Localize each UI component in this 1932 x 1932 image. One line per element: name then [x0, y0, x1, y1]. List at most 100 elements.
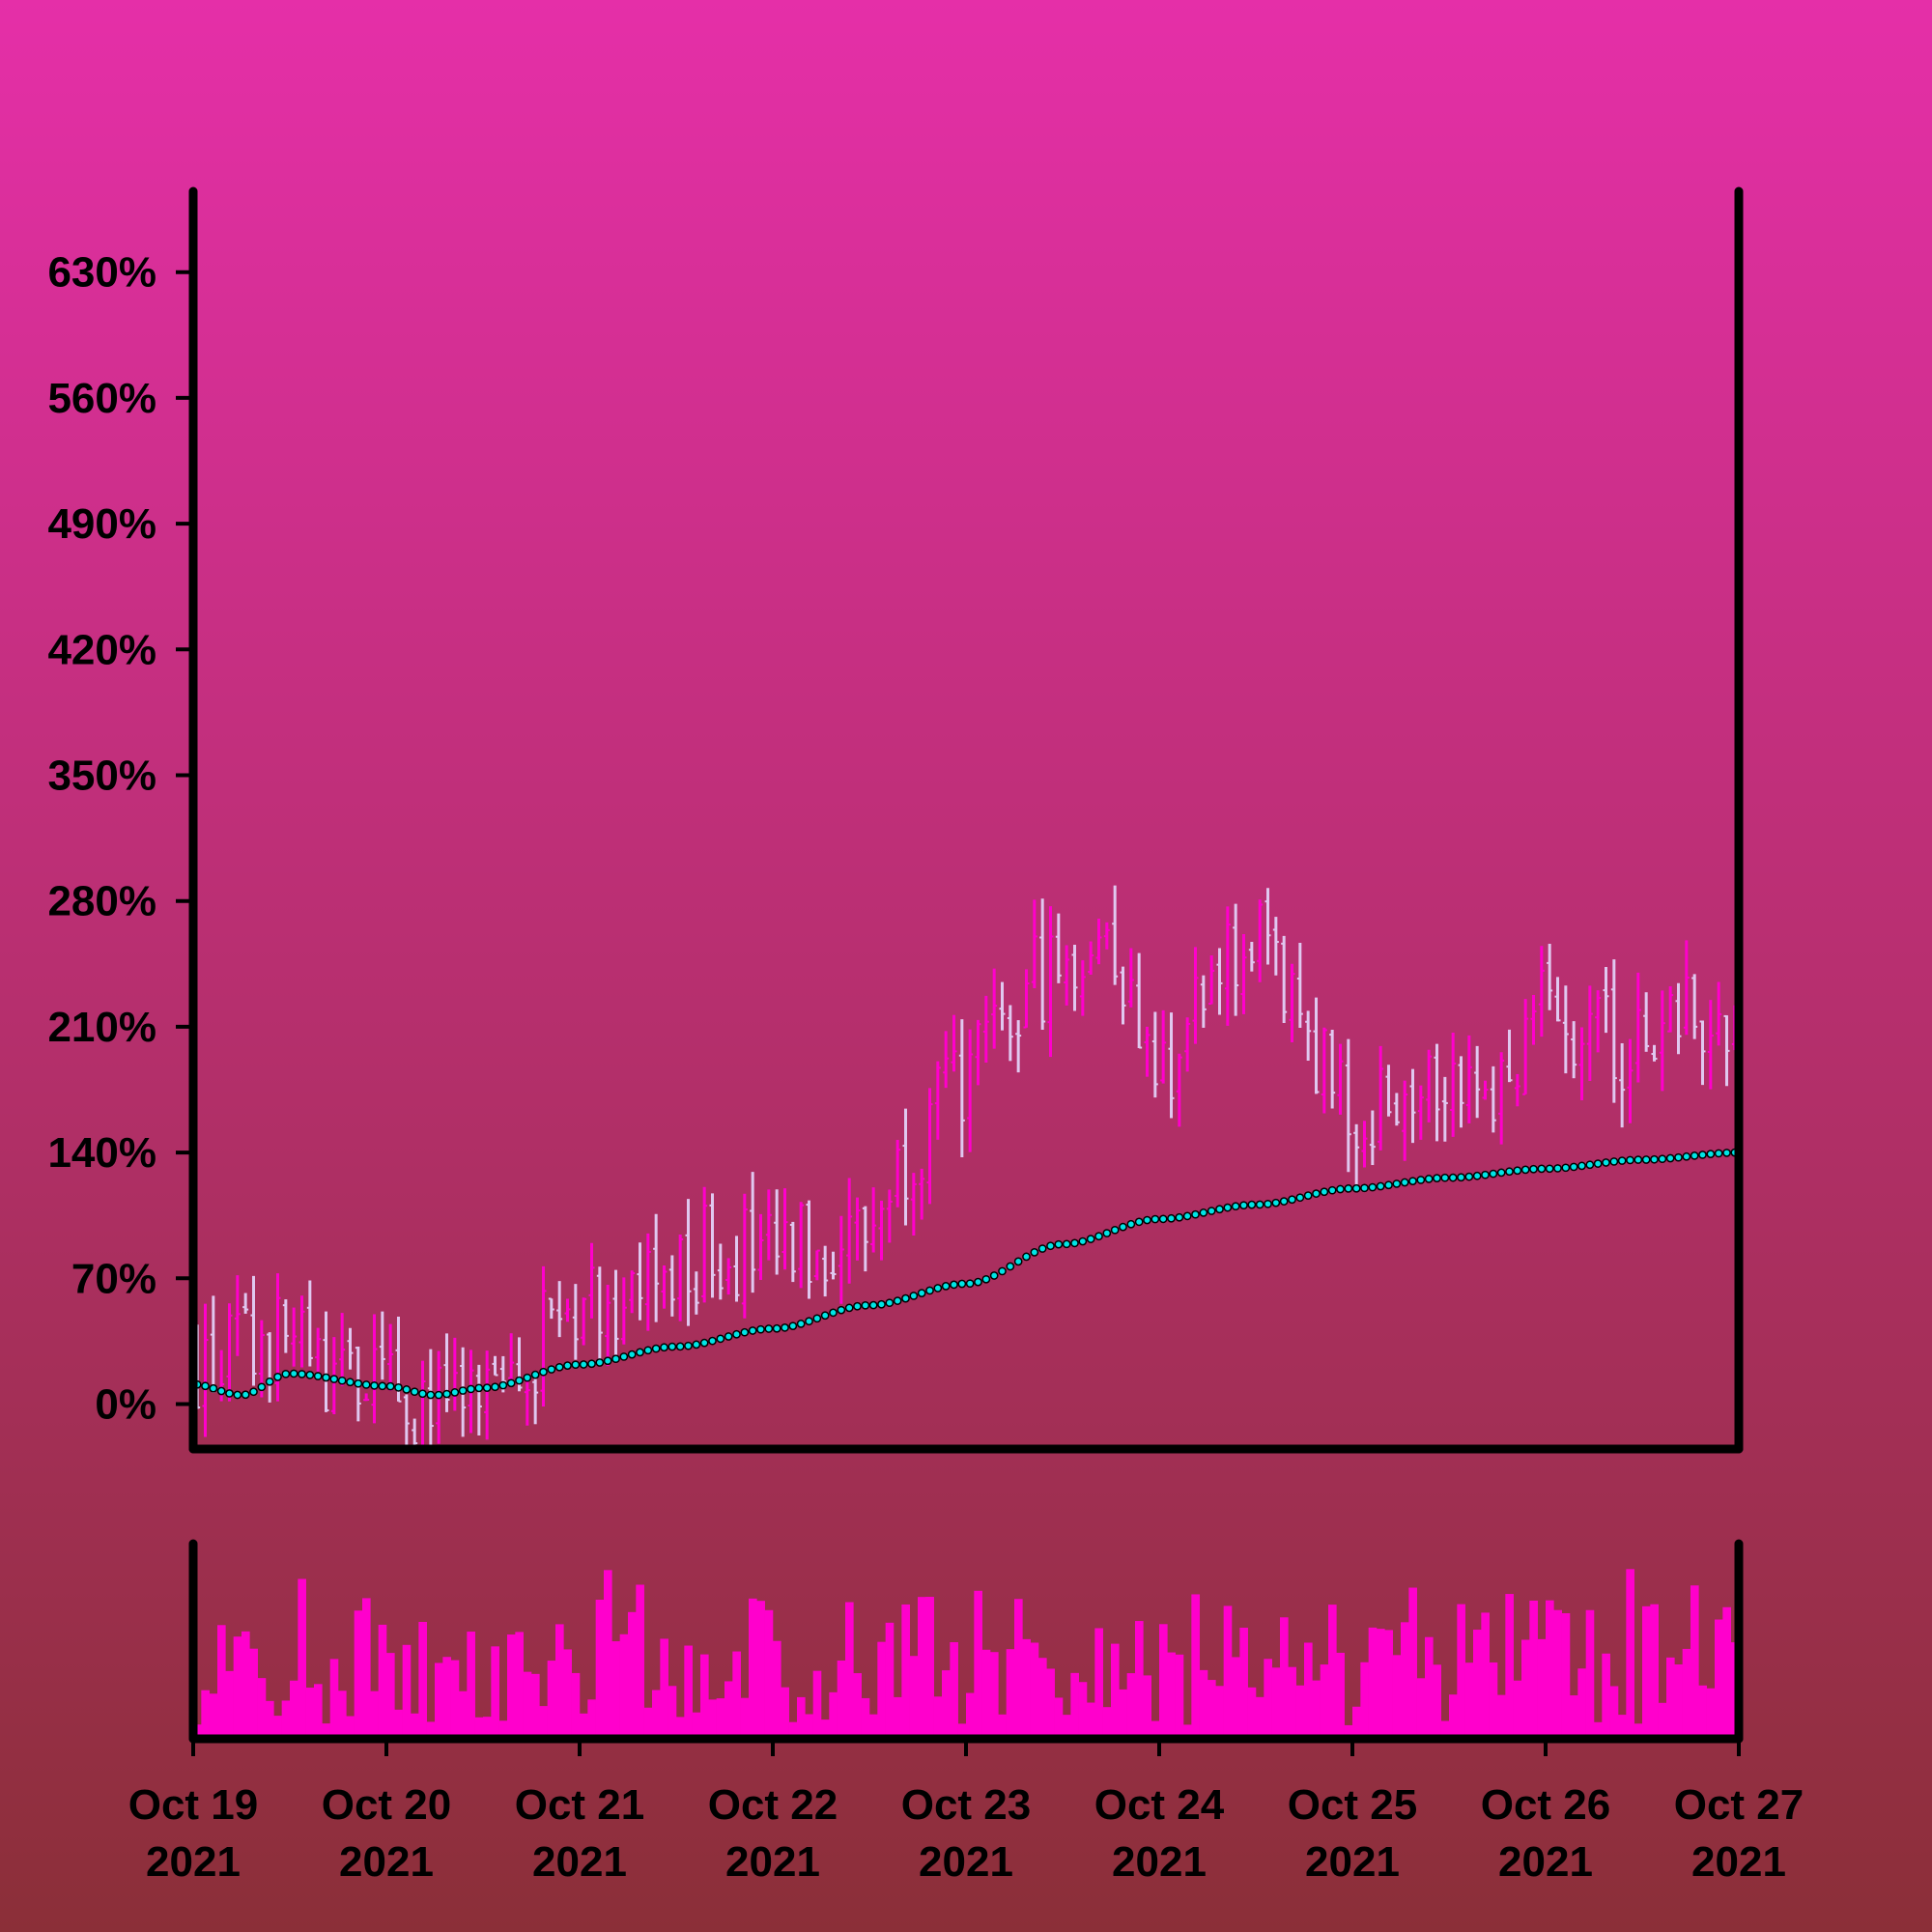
- moving-average-point: [1609, 1157, 1619, 1166]
- moving-average-point: [1464, 1172, 1474, 1181]
- moving-average-point: [1086, 1235, 1095, 1243]
- moving-average-point: [1271, 1198, 1281, 1208]
- volume-bar: [1674, 1663, 1683, 1735]
- moving-average-point: [595, 1358, 605, 1367]
- moving-average-point: [418, 1389, 427, 1399]
- volume-bar: [1513, 1680, 1522, 1735]
- moving-average-point: [241, 1390, 250, 1400]
- volume-bar: [1288, 1666, 1296, 1735]
- volume-bar: [555, 1624, 564, 1735]
- volume-bar: [1521, 1639, 1530, 1735]
- y-axis-ticks: 0% 70% 140% 210% 280% 350% 420% 490% 560% 630%: [47, 249, 193, 1429]
- volume-bar: [1561, 1613, 1571, 1735]
- volume-bar: [708, 1699, 717, 1735]
- moving-average-point: [1312, 1189, 1321, 1198]
- volume-bar: [442, 1657, 451, 1735]
- x-tick-year-label: 2021: [532, 1838, 627, 1886]
- volume-bar: [1078, 1682, 1088, 1735]
- moving-average-point: [909, 1292, 919, 1300]
- moving-average-point: [458, 1386, 468, 1395]
- volume-bar: [1175, 1654, 1184, 1735]
- volume-bar: [1126, 1673, 1136, 1735]
- moving-average-point: [660, 1343, 668, 1352]
- volume-bar: [531, 1673, 540, 1735]
- moving-average-point: [1054, 1239, 1064, 1249]
- moving-average-point: [1175, 1212, 1184, 1222]
- volume-bar: [974, 1590, 982, 1735]
- volume-bar: [1602, 1653, 1610, 1735]
- volume-bar: [773, 1640, 781, 1735]
- x-tick-label: Oct 21: [515, 1781, 645, 1829]
- volume-bar: [1570, 1695, 1578, 1735]
- y-tick-label: 140%: [47, 1129, 156, 1177]
- volume-bar: [604, 1570, 612, 1735]
- volume-bar: [1594, 1721, 1603, 1735]
- volume-bar: [329, 1659, 339, 1735]
- moving-average-point: [788, 1321, 798, 1331]
- volume-bar: [611, 1641, 620, 1735]
- y-tick-label: 490%: [47, 500, 156, 548]
- volume-bar: [909, 1656, 919, 1735]
- moving-average-point: [1400, 1178, 1409, 1187]
- moving-average-point: [1126, 1219, 1136, 1229]
- moving-average-point: [1167, 1213, 1176, 1223]
- moving-average-point: [732, 1329, 741, 1339]
- moving-average-point: [1537, 1164, 1547, 1174]
- volume-bar: [1256, 1696, 1264, 1735]
- moving-average-point: [837, 1305, 846, 1315]
- ohlc-bars: [194, 885, 1738, 1448]
- moving-average-point: [587, 1359, 596, 1369]
- moving-average-point: [1110, 1225, 1120, 1235]
- moving-average-point: [1650, 1154, 1659, 1164]
- volume-bar: [515, 1632, 524, 1735]
- x-tick-year-label: 2021: [1112, 1838, 1207, 1886]
- volume-bar: [877, 1641, 886, 1735]
- moving-average-point: [668, 1342, 677, 1351]
- volume-bar: [1191, 1594, 1200, 1735]
- moving-average-point: [724, 1332, 733, 1341]
- moving-average-point: [957, 1279, 967, 1289]
- volume-bar: [636, 1584, 644, 1735]
- moving-average-point: [1489, 1169, 1498, 1179]
- moving-average-point: [781, 1322, 789, 1332]
- volume-bar: [692, 1712, 701, 1735]
- volume-bar: [1247, 1687, 1257, 1735]
- moving-average-point: [748, 1326, 757, 1335]
- volume-bar: [1368, 1627, 1378, 1735]
- moving-average-point: [1569, 1162, 1578, 1172]
- moving-average-point: [941, 1282, 951, 1291]
- moving-average-point: [1617, 1156, 1627, 1165]
- moving-average-point: [1327, 1185, 1337, 1195]
- volume-bar: [290, 1680, 298, 1735]
- volume-bar: [201, 1690, 210, 1735]
- volume-bar: [1609, 1686, 1619, 1735]
- moving-average-point: [627, 1350, 637, 1359]
- volume-bar: [266, 1700, 274, 1735]
- volume-bar: [981, 1649, 991, 1735]
- moving-average-point: [1392, 1179, 1402, 1188]
- volume-bar: [990, 1652, 999, 1735]
- volume-bar: [498, 1720, 508, 1735]
- volume-bar: [1722, 1606, 1731, 1735]
- moving-average-point: [1602, 1158, 1610, 1167]
- volume-bar: [1577, 1668, 1586, 1735]
- volume-bar: [1232, 1657, 1240, 1735]
- volume-bar: [1416, 1678, 1426, 1735]
- volume-bar: [305, 1688, 315, 1735]
- volume-bar: [942, 1670, 951, 1735]
- moving-average-point: [1674, 1152, 1683, 1162]
- y-tick-label: 420%: [47, 626, 156, 673]
- moving-average-point: [322, 1373, 330, 1382]
- volume-bar: [869, 1714, 878, 1735]
- volume-bar: [1642, 1605, 1651, 1735]
- volume-bar: [1658, 1702, 1667, 1735]
- moving-average-point: [273, 1373, 282, 1381]
- axes: [188, 186, 1744, 1744]
- volume-bar: [1464, 1662, 1474, 1735]
- moving-average-point: [1078, 1236, 1088, 1246]
- moving-average-point: [1102, 1229, 1112, 1237]
- volume-bar: [1690, 1585, 1699, 1735]
- moving-average-point: [619, 1352, 629, 1361]
- moving-average-point: [1634, 1155, 1643, 1164]
- y-tick-label: 210%: [47, 1004, 156, 1051]
